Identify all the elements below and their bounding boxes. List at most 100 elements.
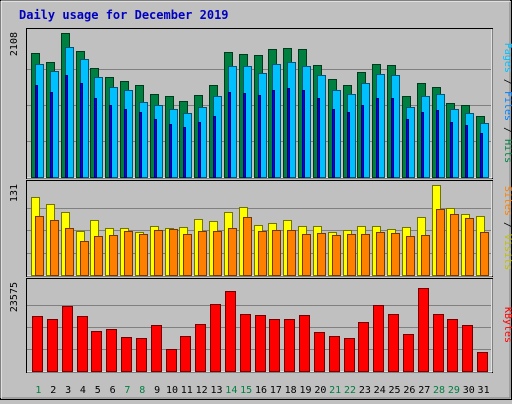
day-label: 25	[389, 385, 401, 396]
bar-sites-day-19	[302, 234, 311, 276]
day-label: 19	[299, 385, 311, 396]
bar-kbytes-day-5	[91, 331, 102, 372]
day-label: 11	[181, 385, 193, 396]
panel-max-label: 131	[9, 184, 20, 202]
bar-pages-day-18	[287, 88, 290, 178]
bar-sites-day-26	[406, 236, 415, 276]
day-label: 21	[329, 385, 341, 396]
day-label: 14	[225, 385, 237, 396]
bar-pages-day-31	[480, 133, 483, 178]
bar-sites-day-1	[35, 216, 44, 276]
bar-sites-day-6	[109, 235, 118, 276]
day-label: 18	[285, 385, 297, 396]
bar-kbytes-day-6	[106, 329, 117, 372]
day-label: 4	[80, 385, 86, 396]
bar-pages-day-7	[124, 109, 127, 178]
bar-sites-day-27	[421, 235, 430, 276]
bar-kbytes-day-1	[32, 316, 43, 372]
bar-kbytes-day-17	[269, 319, 280, 372]
bar-sites-day-9	[154, 230, 163, 276]
day-label: 22	[344, 385, 356, 396]
bar-pages-day-21	[332, 109, 335, 178]
bar-kbytes-day-13	[210, 304, 221, 372]
day-label: 24	[374, 385, 386, 396]
bar-pages-day-23	[361, 105, 364, 178]
bar-sites-day-28	[436, 209, 445, 276]
bar-sites-day-30	[465, 218, 474, 276]
bar-sites-day-11	[183, 234, 192, 276]
bar-sites-day-13	[213, 231, 222, 276]
day-label: 27	[418, 385, 430, 396]
panel-kbytes: 23575 KBytes	[9, 278, 512, 373]
bar-kbytes-day-7	[121, 337, 132, 372]
panel-visits-sites: 131 Sites / Visits	[9, 180, 512, 277]
bar-sites-day-7	[124, 231, 133, 276]
day-label: 9	[154, 385, 160, 396]
day-label: 30	[463, 385, 475, 396]
day-label: 12	[196, 385, 208, 396]
bar-kbytes-day-12	[195, 324, 206, 372]
bar-sites-day-31	[480, 232, 489, 276]
day-label: 5	[95, 385, 101, 396]
bar-kbytes-day-23	[358, 322, 369, 372]
day-label: 7	[124, 385, 130, 396]
bar-sites-day-10	[169, 229, 178, 276]
bar-kbytes-day-30	[462, 325, 473, 372]
bar-pages-day-22	[347, 112, 350, 178]
day-label: 29	[448, 385, 460, 396]
bar-kbytes-day-22	[344, 338, 355, 372]
bar-sites-day-3	[65, 228, 74, 276]
bar-sites-day-14	[228, 228, 237, 276]
bar-pages-day-16	[258, 95, 261, 178]
panel-axis-label: Pages / Files / Hits	[502, 43, 512, 163]
day-label: 1	[35, 385, 41, 396]
panels: 2108 Pages / Files / Hits 131 Sites / Visit…	[9, 28, 512, 373]
day-label: 31	[478, 385, 490, 396]
bar-pages-day-10	[169, 124, 172, 178]
bar-kbytes-day-3	[62, 306, 73, 372]
bar-pages-day-2	[50, 92, 53, 178]
bar-kbytes-day-28	[433, 314, 444, 372]
day-label: 16	[255, 385, 267, 396]
day-label: 28	[433, 385, 445, 396]
bar-pages-day-9	[154, 119, 157, 178]
day-label: 15	[240, 385, 252, 396]
bar-pages-day-24	[376, 98, 379, 178]
chart-title: Daily usage for December 2019	[19, 8, 229, 22]
bar-kbytes-day-29	[447, 319, 458, 372]
day-label: 6	[110, 385, 116, 396]
bar-sites-day-8	[139, 234, 148, 276]
bar-sites-day-16	[258, 231, 267, 276]
bar-sites-day-2	[50, 220, 59, 276]
bar-pages-day-28	[436, 110, 439, 178]
bar-kbytes-day-19	[299, 315, 310, 372]
bar-pages-day-27	[421, 112, 424, 178]
bar-pages-day-6	[109, 105, 112, 178]
bar-kbytes-day-10	[166, 349, 177, 372]
bar-sites-day-24	[376, 232, 385, 276]
bar-pages-day-12	[198, 122, 201, 178]
bar-kbytes-day-14	[225, 291, 236, 372]
day-label: 23	[359, 385, 371, 396]
bar-pages-day-15	[243, 93, 246, 178]
bar-pages-day-17	[272, 90, 275, 178]
bar-kbytes-day-15	[240, 314, 251, 372]
day-label: 26	[403, 385, 415, 396]
bar-pages-day-30	[465, 125, 468, 178]
day-label: 20	[314, 385, 326, 396]
bar-pages-day-19	[302, 90, 305, 178]
bar-pages-day-29	[450, 122, 453, 178]
bar-kbytes-day-31	[477, 352, 488, 372]
bar-sites-day-17	[272, 230, 281, 276]
bar-kbytes-day-16	[255, 315, 266, 372]
bar-sites-day-21	[332, 235, 341, 276]
bar-pages-day-11	[183, 127, 186, 178]
panel-max-label: 23575	[9, 282, 20, 312]
bar-kbytes-day-11	[180, 336, 191, 372]
bar-pages-day-26	[406, 119, 409, 178]
day-label: 17	[270, 385, 282, 396]
panel-axis-label: KBytes	[502, 307, 512, 343]
bar-pages-day-4	[80, 83, 83, 178]
bar-pages-day-20	[317, 98, 320, 178]
